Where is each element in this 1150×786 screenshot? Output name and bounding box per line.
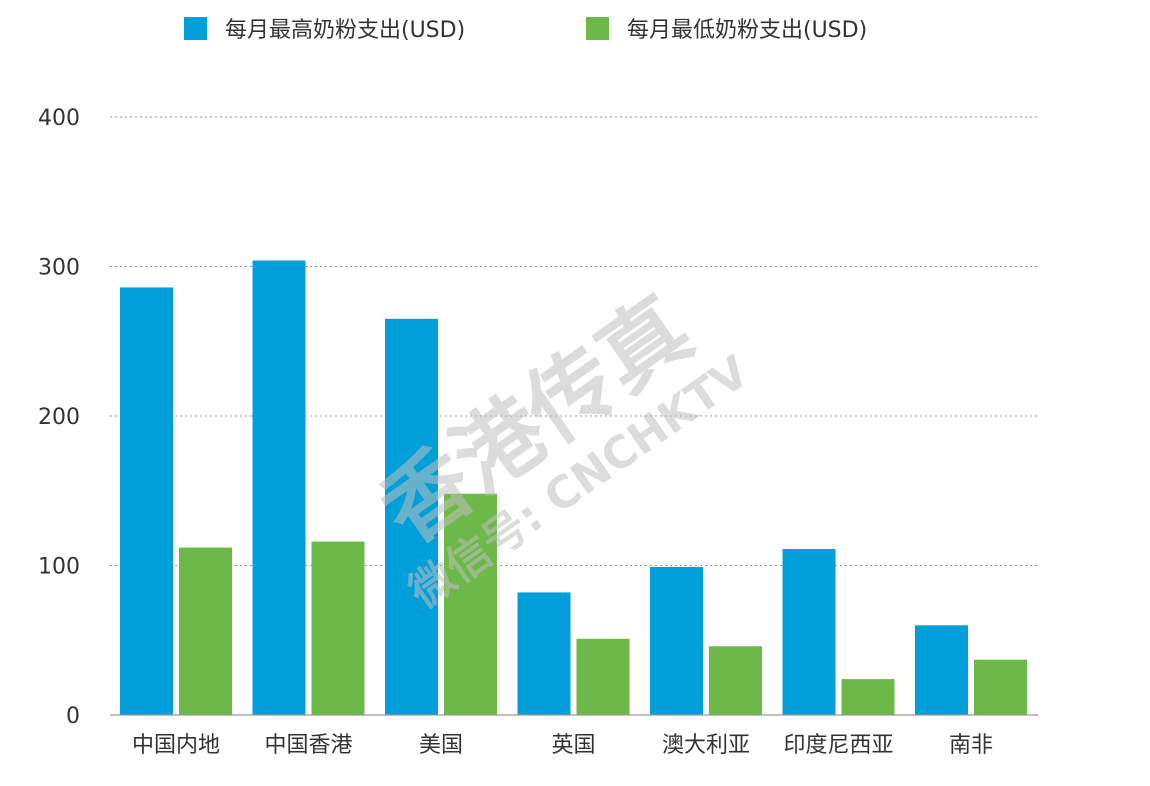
legend: 每月最高奶粉支出(USD) 每月最低奶粉支出(USD) — [184, 17, 867, 43]
x-category-label: 中国香港 — [264, 733, 352, 758]
x-category-label: 中国内地 — [132, 733, 220, 758]
y-tick-label: 200 — [38, 405, 80, 430]
bar-max — [782, 549, 836, 715]
x-category-label: 美国 — [419, 733, 463, 758]
bar-max — [650, 566, 703, 715]
x-category-label: 英国 — [551, 733, 595, 758]
x-axis-labels: 中国内地 中国香港 美国 英国 澳大利亚 印度尼西亚 南非 — [132, 733, 993, 758]
bars — [120, 260, 1027, 715]
y-tick-label: 400 — [38, 106, 80, 131]
legend-swatch — [184, 17, 207, 40]
bar-max — [385, 318, 438, 715]
legend-swatch — [586, 17, 609, 40]
legend-label: 每月最高奶粉支出(USD) — [225, 18, 465, 43]
x-category-label: 印度尼西亚 — [783, 733, 893, 758]
bar-min — [576, 638, 630, 715]
bar-min — [311, 541, 365, 715]
y-tick-label: 300 — [38, 256, 80, 281]
bar-min — [841, 679, 895, 715]
bar-max — [120, 287, 173, 715]
legend-label: 每月最低奶粉支出(USD) — [627, 18, 867, 43]
y-tick-label: 100 — [38, 555, 80, 580]
bar-min — [974, 659, 1027, 715]
bar-min — [179, 547, 232, 715]
y-tick-label: 0 — [66, 704, 80, 729]
bar-max — [252, 260, 306, 715]
bar-max — [915, 625, 968, 715]
bar-min — [709, 646, 762, 715]
x-category-label: 澳大利亚 — [662, 733, 750, 758]
bar-max — [517, 592, 571, 715]
bar-min — [444, 493, 497, 715]
x-category-label: 南非 — [949, 733, 993, 758]
y-axis-ticks: 0 100 200 300 400 — [38, 106, 80, 729]
